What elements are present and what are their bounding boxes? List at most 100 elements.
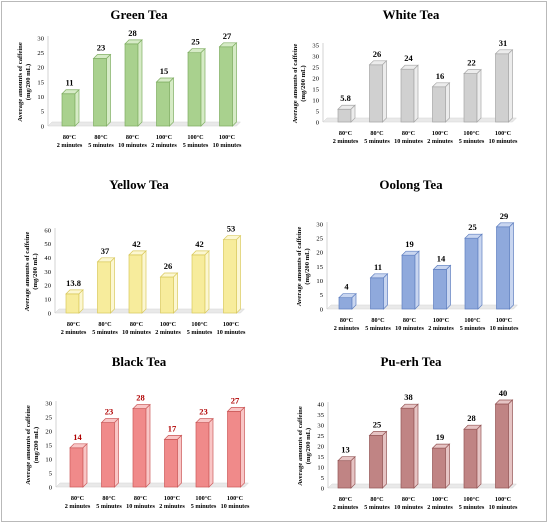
chart-panel-3: Yellow Tea Average amounts of caffeine(mg… [24,177,246,336]
bar-4 [159,272,179,314]
category-label: 100°C 5 minutes [191,495,217,510]
chart-title: White Tea [383,7,440,22]
bar-1 [337,104,356,123]
bar-3 [401,250,420,310]
bar-5 [463,68,482,123]
bar-side [509,221,514,310]
y-tick-label: 60 [44,227,51,234]
data-label: 26 [373,49,382,59]
data-label: 42 [132,239,141,249]
bar-4 [431,443,451,489]
y-tick-label: 15 [37,79,44,86]
y-tick-label: 10 [312,97,319,104]
bar-front [164,439,178,488]
data-label: 25 [468,222,477,232]
bar-side [141,250,147,314]
bar-side [177,434,182,488]
y-tick-label: 25 [317,433,324,440]
y-tick-label: 10 [37,94,44,101]
bar-front [61,93,76,127]
y-tick-label: 15 [317,454,324,461]
bar-side [173,272,178,314]
bar-side [236,234,241,314]
bar-5 [195,417,214,488]
bar-6 [226,406,246,488]
bar-front [124,43,139,127]
y-tick-label: 15 [316,264,323,271]
bar-front [369,435,383,489]
bar-side [382,430,387,489]
bar-front [223,239,237,314]
bar-side [508,399,513,489]
data-label: 14 [437,253,446,263]
data-label: 25 [373,420,382,430]
y-axis-label: Average amounts of caffeine(mg/200 mL) [297,406,312,486]
y-tick-label: 30 [37,35,44,42]
bar-5 [191,250,210,314]
bar-front [495,53,509,123]
bar-side [208,417,214,488]
bar-side [413,403,419,489]
data-label: 27 [223,31,232,41]
bar-2 [92,53,112,127]
chart-panel-6: Pu-erh Tea Average amounts of caffeine(mg… [297,354,518,511]
data-label: 13 [341,445,350,455]
data-label: 23 [105,407,114,417]
bar-2 [369,272,389,310]
bar-side [350,104,356,123]
bar-front [400,407,415,489]
data-label: 19 [405,239,414,249]
category-label: 100°C 2 minutes [427,130,453,145]
bar-side [350,455,356,489]
bar-front [219,46,233,127]
bar-front [370,277,384,310]
category-label: 100°C 10 minutes [221,495,250,510]
bar-2 [368,430,388,489]
chart-floor [327,483,518,489]
bar-side [78,289,84,314]
chart-title: Yellow Tea [109,177,169,192]
bar-1 [69,442,88,488]
y-tick-label: 5 [49,470,53,477]
bar-4 [432,264,452,310]
y-tick-label: 25 [45,414,52,421]
data-label: 31 [499,38,508,48]
bar-side [110,256,115,314]
data-label: 16 [436,71,445,81]
category-label: 80°C 10 minutes [395,317,424,332]
category-label: 80°C 2 minutes [61,321,87,336]
bar-front [400,68,415,123]
y-axis-label: Average amounts of caffeine(mg/200 mL) [292,44,307,124]
y-tick-label: 20 [312,75,319,82]
bar-1 [65,289,84,314]
bar-side [446,264,451,310]
bar-front [495,403,509,489]
chart-floor [54,308,246,314]
category-label: 100°C 10 minutes [490,317,519,332]
category-label: 100°C 10 minutes [489,130,518,145]
bar-front [463,73,478,123]
data-label: 27 [231,395,240,405]
category-label: 100°C 5 minutes [183,134,209,149]
bar-side [445,81,450,123]
chart-panel-1: Green Tea Average amounts of caffeine(mg/… [17,7,242,149]
bar-front [369,64,383,123]
y-tick-label: 0 [321,485,325,492]
y-tick-label: 0 [41,123,45,130]
category-label: 80°C 10 minutes [122,321,151,336]
y-tick-label: 5 [41,109,45,116]
data-label: 23 [97,43,106,53]
category-label: 80°C 2 minutes [333,130,359,145]
y-axis-label: Average amounts of caffeine(mg/200 mL) [24,232,39,312]
y-tick-label: 10 [316,278,323,285]
bar-side [476,68,482,123]
y-tick-label: 30 [45,400,52,407]
bar-2 [100,417,120,488]
category-label: 80°C 10 minutes [394,130,423,145]
bar-side [232,41,237,127]
y-tick-label: 30 [312,53,319,60]
bar-4 [431,81,451,123]
category-label: 100°C 2 minutes [155,321,181,336]
y-tick-label: 30 [316,221,323,228]
